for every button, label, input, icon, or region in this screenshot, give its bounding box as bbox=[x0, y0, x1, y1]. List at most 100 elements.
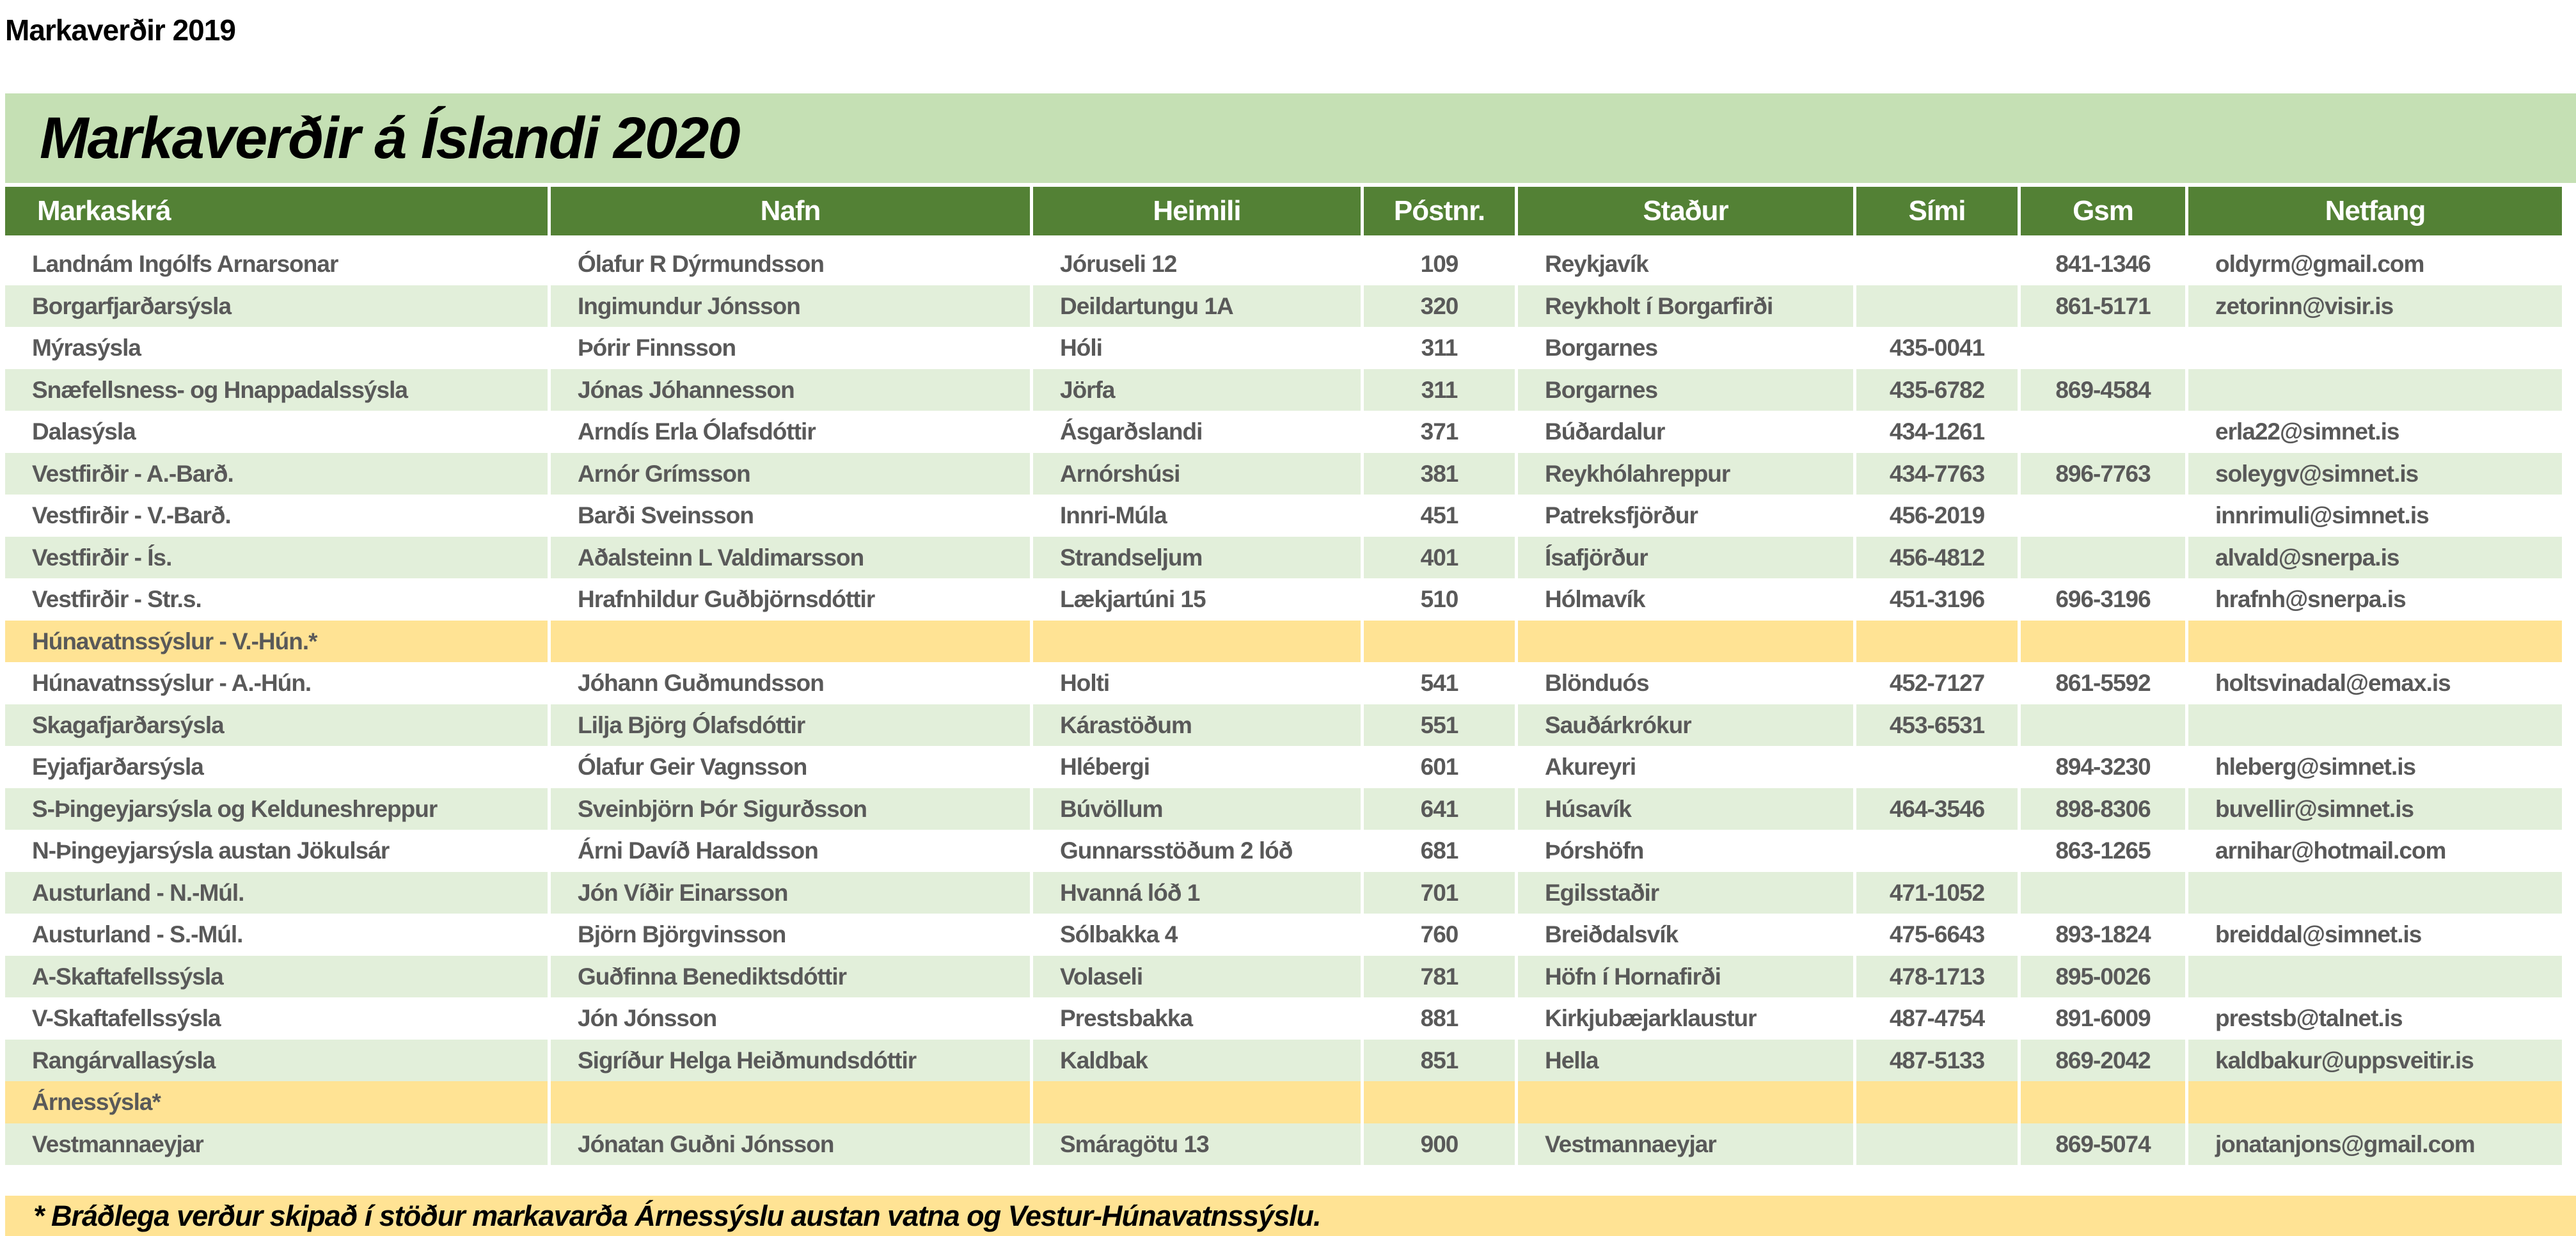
cell-netfang-row8: hrafnh@snerpa.is bbox=[2188, 578, 2562, 621]
cell-postnr-row9 bbox=[1364, 620, 1515, 662]
column-header-gsm: Gsm bbox=[2021, 187, 2185, 235]
cell-gsm-row20 bbox=[2021, 1081, 2185, 1123]
cell-markaskra-row19: Rangárvallasýsla bbox=[5, 1039, 548, 1081]
cell-nafn-row6: Barði Sveinsson bbox=[551, 495, 1030, 537]
cell-simi-row20 bbox=[1856, 1081, 2018, 1123]
cell-heimili-row8: Lækjartúni 15 bbox=[1033, 578, 1361, 621]
cell-nafn-row13: Sveinbjörn Þór Sigurðsson bbox=[551, 788, 1030, 830]
column-header-markaskra: Markaskrá bbox=[5, 187, 548, 235]
cell-heimili-row13: Búvöllum bbox=[1033, 788, 1361, 830]
cell-gsm-row19: 869-2042 bbox=[2021, 1039, 2185, 1081]
cell-stadur-row17: Höfn í Hornafirði bbox=[1518, 955, 1853, 997]
cell-markaskra-row12: Eyjafjarðarsýsla bbox=[5, 746, 548, 788]
title-banner: Markaverðir á Íslandi 2020 bbox=[5, 93, 2576, 183]
cell-nafn-row11: Lilja Björg Ólafsdóttir bbox=[551, 704, 1030, 746]
cell-markaskra-row3: Snæfellsness- og Hnappadalssýsla bbox=[5, 368, 548, 411]
table-row-highlighted: Árnessýsla* bbox=[5, 1081, 2562, 1123]
cell-markaskra-row10: Húnavatnssýslur - A.-Hún. bbox=[5, 662, 548, 704]
cell-nafn-row15: Jón Víðir Einarsson bbox=[551, 871, 1030, 914]
cell-markaskra-row21: Vestmannaeyjar bbox=[5, 1123, 548, 1165]
cell-stadur-row20 bbox=[1518, 1081, 1853, 1123]
cell-postnr-row20 bbox=[1364, 1081, 1515, 1123]
cell-postnr-row15: 701 bbox=[1364, 871, 1515, 914]
cell-simi-row17: 478-1713 bbox=[1856, 955, 2018, 997]
cell-markaskra-row9: Húnavatnssýslur - V.-Hún.* bbox=[5, 620, 548, 662]
cell-gsm-row5: 896-7763 bbox=[2021, 452, 2185, 495]
cell-heimili-row4: Ásgarðslandi bbox=[1033, 411, 1361, 453]
cell-heimili-row5: Arnórshúsi bbox=[1033, 452, 1361, 495]
cell-gsm-row0: 841-1346 bbox=[2021, 243, 2185, 285]
table-row: Snæfellsness- og Hnappadalssýsla Jónas Jó… bbox=[5, 368, 2562, 411]
cell-markaskra-row11: Skagafjarðarsýsla bbox=[5, 704, 548, 746]
table-row: S-Þingeyjarsýsla og Kelduneshreppur Svein… bbox=[5, 788, 2562, 830]
cell-postnr-row0: 109 bbox=[1364, 243, 1515, 285]
cell-heimili-row2: Hóli bbox=[1033, 327, 1361, 369]
cell-heimili-row15: Hvanná lóð 1 bbox=[1033, 871, 1361, 914]
cell-stadur-row0: Reykjavík bbox=[1518, 243, 1853, 285]
table-row: Vestfirðir - V.-Barð. Barði Sveinsson Innr… bbox=[5, 495, 2562, 537]
cell-postnr-row19: 851 bbox=[1364, 1039, 1515, 1081]
cell-simi-row8: 451-3196 bbox=[1856, 578, 2018, 621]
cell-stadur-row11: Sauðárkrókur bbox=[1518, 704, 1853, 746]
column-header-simi: Sími bbox=[1856, 187, 2018, 235]
page-title: Markaverðir á Íslandi 2020 bbox=[40, 106, 741, 171]
cell-postnr-row3: 311 bbox=[1364, 368, 1515, 411]
cell-stadur-row7: Ísafjörður bbox=[1518, 536, 1853, 578]
table-row: N-Þingeyjarsýsla austan Jökulsár Árni Dav… bbox=[5, 830, 2562, 872]
cell-heimili-row6: Innri-Múla bbox=[1033, 495, 1361, 537]
table-row: A-Skaftafellssýsla Guðfinna Benediktsdótt… bbox=[5, 955, 2562, 997]
table-row: Dalasýsla Arndís Erla Ólafsdóttir Ásgarðsl… bbox=[5, 411, 2562, 453]
cell-gsm-row2 bbox=[2021, 327, 2185, 369]
cell-netfang-row3 bbox=[2188, 368, 2562, 411]
cell-stadur-row14: Þórshöfn bbox=[1518, 830, 1853, 872]
cell-postnr-row7: 401 bbox=[1364, 536, 1515, 578]
cell-nafn-row5: Arnór Grímsson bbox=[551, 452, 1030, 495]
cell-gsm-row13: 898-8306 bbox=[2021, 788, 2185, 830]
footnote-bar: * Bráðlega verður skipað í stöður markav… bbox=[5, 1196, 2576, 1236]
cell-nafn-row0: Ólafur R Dýrmundsson bbox=[551, 243, 1030, 285]
cell-nafn-row18: Jón Jónsson bbox=[551, 997, 1030, 1040]
table-row: Vestfirðir - Ís. Aðalsteinn L Valdimarsso… bbox=[5, 536, 2562, 578]
table-row: Landnám Ingólfs Arnarsonar Ólafur R Dýrmu… bbox=[5, 243, 2562, 285]
cell-gsm-row17: 895-0026 bbox=[2021, 955, 2185, 997]
cell-gsm-row9 bbox=[2021, 620, 2185, 662]
cell-netfang-row5: soleygv@simnet.is bbox=[2188, 452, 2562, 495]
cell-heimili-row9 bbox=[1033, 620, 1361, 662]
cell-postnr-row4: 371 bbox=[1364, 411, 1515, 453]
cell-postnr-row21: 900 bbox=[1364, 1123, 1515, 1165]
markaverdir-table: Markaskrá Nafn Heimili Póstnr. Staður Sími Gsm… bbox=[5, 187, 2562, 1165]
cell-simi-row0 bbox=[1856, 243, 2018, 285]
cell-netfang-row17 bbox=[2188, 955, 2562, 997]
cell-netfang-row15 bbox=[2188, 871, 2562, 914]
table-row: Austurland - S.-Múl. Björn Björgvinsson Só… bbox=[5, 914, 2562, 956]
cell-gsm-row8: 696-3196 bbox=[2021, 578, 2185, 621]
cell-postnr-row12: 601 bbox=[1364, 746, 1515, 788]
table-row: Mýrasýsla Þórir Finnsson Hóli 311 Borgarnes 4… bbox=[5, 327, 2562, 369]
cell-heimili-row18: Prestsbakka bbox=[1033, 997, 1361, 1040]
cell-stadur-row8: Hólmavík bbox=[1518, 578, 1853, 621]
table-row: Húnavatnssýslur - A.-Hún. Jóhann Guðmunds… bbox=[5, 662, 2562, 704]
cell-netfang-row18: prestsb@talnet.is bbox=[2188, 997, 2562, 1040]
cell-netfang-row21: jonatanjons@gmail.com bbox=[2188, 1123, 2562, 1165]
cell-markaskra-row5: Vestfirðir - A.-Barð. bbox=[5, 452, 548, 495]
table-row: Vestmannaeyjar Jónatan Guðni Jónsson Smára… bbox=[5, 1123, 2562, 1165]
cell-stadur-row19: Hella bbox=[1518, 1039, 1853, 1081]
cell-markaskra-row13: S-Þingeyjarsýsla og Kelduneshreppur bbox=[5, 788, 548, 830]
cell-stadur-row21: Vestmannaeyjar bbox=[1518, 1123, 1853, 1165]
cell-simi-row13: 464-3546 bbox=[1856, 788, 2018, 830]
cell-gsm-row7 bbox=[2021, 536, 2185, 578]
cell-gsm-row11 bbox=[2021, 704, 2185, 746]
cell-nafn-row17: Guðfinna Benediktsdóttir bbox=[551, 955, 1030, 997]
cell-postnr-row14: 681 bbox=[1364, 830, 1515, 872]
cell-simi-row18: 487-4754 bbox=[1856, 997, 2018, 1040]
cell-heimili-row12: Hlébergi bbox=[1033, 746, 1361, 788]
cell-netfang-row20 bbox=[2188, 1081, 2562, 1123]
cell-heimili-row19: Kaldbak bbox=[1033, 1039, 1361, 1081]
cell-heimili-row21: Smáragötu 13 bbox=[1033, 1123, 1361, 1165]
cell-markaskra-row14: N-Þingeyjarsýsla austan Jökulsár bbox=[5, 830, 548, 872]
cell-netfang-row19: kaldbakur@uppsveitir.is bbox=[2188, 1039, 2562, 1081]
column-header-netfang: Netfang bbox=[2188, 187, 2562, 235]
cell-postnr-row6: 451 bbox=[1364, 495, 1515, 537]
cell-gsm-row21: 869-5074 bbox=[2021, 1123, 2185, 1165]
cell-postnr-row11: 551 bbox=[1364, 704, 1515, 746]
